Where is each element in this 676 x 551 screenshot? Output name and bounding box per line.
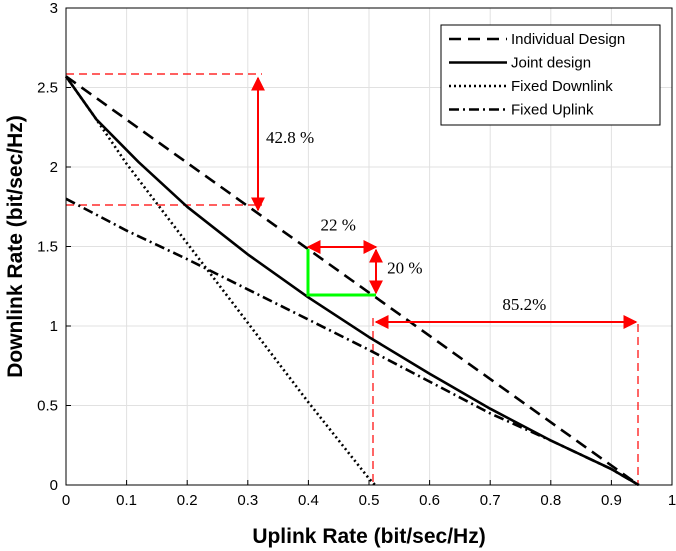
y-tick-label: 2 — [50, 159, 58, 176]
y-tick-label: 0.5 — [37, 398, 58, 415]
x-tick-label: 0.9 — [601, 492, 622, 509]
annotation-label: 42.8 % — [266, 128, 314, 147]
y-tick-label: 3 — [50, 0, 58, 17]
x-tick-label: 1 — [668, 492, 676, 509]
annotation-label: 85.2% — [502, 295, 546, 314]
series-group — [64, 75, 640, 487]
y-tick-label: 0 — [50, 477, 58, 494]
annotation-label: 20 % — [387, 259, 422, 278]
x-tick-label: 0.8 — [540, 492, 561, 509]
series-fixed-uplink — [65, 197, 640, 487]
x-axis-title: Uplink Rate (bit/sec/Hz) — [252, 525, 485, 548]
reference-lines — [66, 73, 639, 485]
x-tick-label: 0 — [62, 492, 70, 509]
gain-bracket-green — [306, 249, 376, 297]
legend-entry: Fixed Downlink — [511, 78, 613, 95]
series-fixed-downlink — [64, 75, 377, 486]
series-individual-design — [65, 75, 640, 487]
x-tick-label: 0.4 — [298, 492, 319, 509]
x-tick-label: 0.2 — [177, 492, 198, 509]
x-tick-label: 0.6 — [419, 492, 440, 509]
y-tick-label: 2.5 — [37, 80, 58, 97]
x-tick-label: 0.5 — [359, 492, 380, 509]
y-axis-title: Downlink Rate (bit/sec/Hz) — [4, 115, 27, 378]
legend: Individual Design Joint design Fixed Downl… — [440, 24, 661, 126]
annotation-label: 22 % — [321, 216, 356, 235]
annotation-group: 42.8 % 22 % 20 % 85.2% — [251, 76, 638, 329]
tick-labels: 0 0.1 0.2 0.3 0.4 0.5 0.6 0.7 0.8 0.9 1 0 0.5 1 1.5 2 2.… — [37, 0, 676, 509]
legend-entry: Joint design — [511, 55, 591, 72]
x-tick-label: 0.7 — [480, 492, 501, 509]
legend-entry: Individual Design — [511, 31, 625, 48]
x-tick-label: 0.1 — [116, 492, 137, 509]
y-tick-label: 1.5 — [37, 239, 58, 256]
y-tick-label: 1 — [50, 318, 58, 335]
legend-entry: Fixed Uplink — [511, 102, 594, 119]
x-tick-label: 0.3 — [237, 492, 258, 509]
series-joint-design — [64, 75, 640, 487]
